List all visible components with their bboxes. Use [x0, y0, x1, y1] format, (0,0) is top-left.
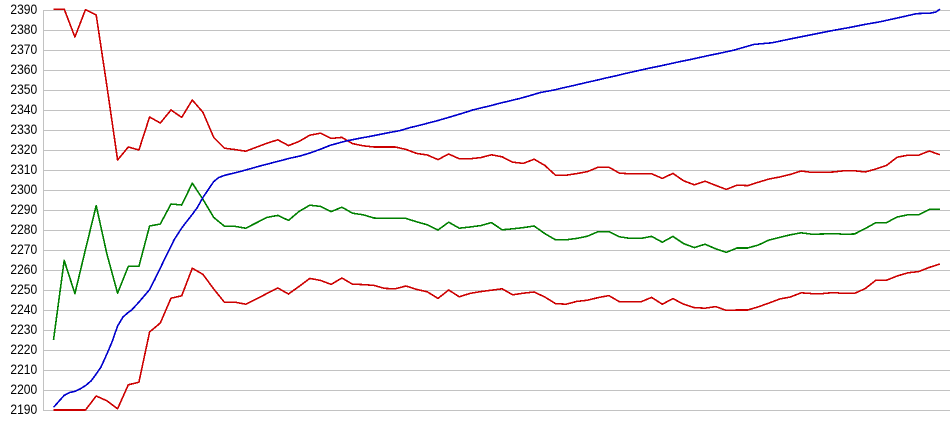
svg-text:2300: 2300 — [10, 182, 37, 197]
svg-text:2260: 2260 — [10, 262, 37, 277]
svg-text:2280: 2280 — [10, 222, 37, 237]
svg-text:2390: 2390 — [10, 2, 37, 17]
svg-text:2360: 2360 — [10, 62, 37, 77]
svg-text:2200: 2200 — [10, 382, 37, 397]
svg-text:2370: 2370 — [10, 42, 37, 57]
svg-text:2340: 2340 — [10, 102, 37, 117]
svg-text:2250: 2250 — [10, 282, 37, 297]
svg-text:2270: 2270 — [10, 242, 37, 257]
svg-text:2290: 2290 — [10, 202, 37, 217]
svg-text:2310: 2310 — [10, 162, 37, 177]
svg-text:2210: 2210 — [10, 362, 37, 377]
svg-text:2190: 2190 — [10, 402, 37, 417]
svg-text:2240: 2240 — [10, 302, 37, 317]
svg-text:2230: 2230 — [10, 322, 37, 337]
svg-text:2330: 2330 — [10, 122, 37, 137]
svg-text:2220: 2220 — [10, 342, 37, 357]
svg-text:2350: 2350 — [10, 82, 37, 97]
svg-text:2320: 2320 — [10, 142, 37, 157]
svg-text:2380: 2380 — [10, 22, 37, 37]
